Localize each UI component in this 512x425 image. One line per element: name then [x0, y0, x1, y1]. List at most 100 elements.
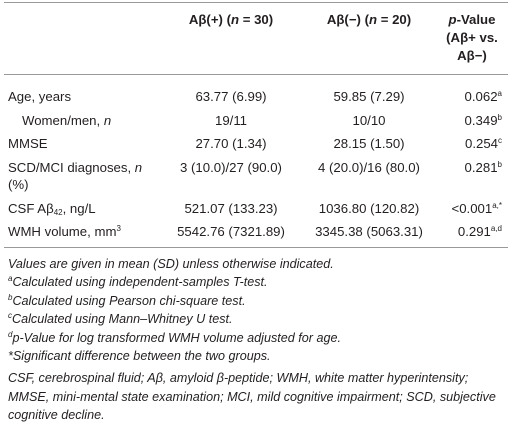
- italic-text: n: [134, 159, 143, 175]
- text: 0.281: [464, 159, 498, 175]
- superscript: b: [497, 112, 502, 122]
- text: CSF, cerebrospinal fluid; Aβ, amyloid β-…: [8, 371, 496, 423]
- row-label: WMH volume, mm3: [4, 220, 162, 247]
- header-row: Aβ(+) (n = 30) Aβ(−) (n = 20) p-Value (Aβ+ …: [4, 3, 508, 75]
- table-row: CSF Aβ42, ng/L 521.07 (133.23) 1036.80 (12…: [4, 197, 508, 221]
- header-line: (Aβ+ vs. Aβ−): [442, 29, 502, 65]
- table-cell: 0.349b: [438, 109, 508, 133]
- table-cell: 0.291a,d: [438, 220, 508, 247]
- footnote: dp-Value for log transformed WMH volume …: [8, 329, 504, 348]
- superscript: c: [8, 311, 12, 321]
- text: MMSE: [8, 136, 48, 151]
- footnote: bCalculated using Pearson chi-square tes…: [8, 292, 504, 311]
- text: 19/11: [214, 112, 248, 128]
- text: Calculated using Mann–Whitney U test.: [12, 312, 233, 327]
- table-row: Age, years 63.77 (6.99) 59.85 (7.29) 0.062a: [4, 75, 508, 109]
- text: 0.062: [464, 89, 498, 104]
- table-row: WMH volume, mm3 5542.76 (7321.89) 3345.38 …: [4, 220, 508, 247]
- table-header: Aβ(+) (n = 30) Aβ(−) (n = 20) p-Value (Aβ+ …: [4, 3, 508, 75]
- table-cell: <0.001a,*: [438, 197, 508, 221]
- text: (Aβ+ vs. Aβ−): [446, 30, 498, 63]
- superscript: a: [497, 89, 502, 98]
- footnote: CSF, cerebrospinal fluid; Aβ, amyloid β-…: [8, 369, 504, 425]
- text: Aβ(−) (: [326, 12, 369, 27]
- footnotes: Values are given in mean (SD) unless oth…: [8, 255, 504, 425]
- table-cell: 63.77 (6.99): [162, 75, 300, 109]
- text: Calculated using independent-samples T-t…: [12, 275, 268, 290]
- table-cell: 59.85 (7.29): [300, 75, 438, 109]
- text: (%): [8, 177, 29, 192]
- table-cell: 19/11: [162, 109, 300, 133]
- superscript: d: [8, 329, 13, 339]
- text: SCD/MCI diagnoses,: [8, 159, 135, 175]
- text: 0.349: [464, 112, 498, 128]
- row-label: MMSE: [4, 132, 162, 156]
- table-row: Women/men, n 19/11 10/10 0.349b: [4, 109, 508, 133]
- table-cell: 4 (20.0)/16 (80.0): [300, 156, 438, 197]
- row-label: Women/men, n: [4, 109, 162, 133]
- table-cell: 3345.38 (5063.31): [300, 220, 438, 247]
- text: -Value: [456, 12, 496, 27]
- row-label: Age, years: [4, 75, 162, 109]
- table-cell: 5542.76 (7321.89): [162, 220, 300, 247]
- superscript: a: [8, 274, 13, 284]
- text: p-Value for log transformed WMH volume a…: [12, 330, 341, 345]
- table-row: SCD/MCI diagnoses, n (%) 3 (10.0)/27 (90.…: [4, 156, 508, 197]
- text: 59.85 (7.29): [333, 89, 405, 104]
- footnote: aCalculated using independent-samples T-…: [8, 273, 504, 292]
- text: 1036.80 (120.82): [318, 200, 420, 216]
- superscript: b: [497, 159, 502, 169]
- table-cell: 0.254c: [438, 132, 508, 156]
- text: CSF Aβ: [8, 200, 54, 216]
- table-cell: 521.07 (133.23): [162, 197, 300, 221]
- table-cell: 27.70 (1.34): [162, 132, 300, 156]
- italic-text: n: [230, 12, 240, 27]
- italic-text: p: [448, 12, 457, 27]
- text: <0.001: [451, 200, 493, 216]
- header-cell: [4, 3, 162, 75]
- text: 0.291: [457, 224, 491, 239]
- text: 28.15 (1.50): [333, 136, 405, 151]
- text: 63.77 (6.99): [195, 89, 267, 104]
- superscript: b: [8, 292, 13, 302]
- header-cell: Aβ(−) (n = 20): [300, 3, 438, 75]
- text: 3 (10.0)/27 (90.0): [180, 159, 282, 175]
- row-label: SCD/MCI diagnoses, n (%): [4, 156, 162, 197]
- superscript: a,d: [490, 224, 502, 233]
- text: = 20): [377, 12, 412, 27]
- data-table: Aβ(+) (n = 30) Aβ(−) (n = 20) p-Value (Aβ+ …: [4, 2, 508, 248]
- footnote: cCalculated using Mann–Whitney U test.: [8, 310, 504, 329]
- text: 10/10: [352, 112, 386, 128]
- footnote: Values are given in mean (SD) unless oth…: [8, 255, 504, 274]
- row-label: CSF Aβ42, ng/L: [4, 197, 162, 221]
- text: = 30): [239, 12, 274, 27]
- header-cell: Aβ(+) (n = 30): [162, 3, 300, 75]
- text: Age, years: [8, 89, 72, 104]
- text: 4 (20.0)/16 (80.0): [318, 159, 420, 175]
- text: Women/men,: [22, 112, 104, 128]
- footnote: *Significant difference between the two …: [8, 347, 504, 366]
- text: , ng/L: [62, 200, 96, 216]
- table-cell: 28.15 (1.50): [300, 132, 438, 156]
- text: Aβ(+) (: [188, 12, 231, 27]
- text: Values are given in mean (SD) unless oth…: [8, 256, 334, 271]
- text: 521.07 (133.23): [184, 200, 278, 216]
- table-row: MMSE 27.70 (1.34) 28.15 (1.50) 0.254c: [4, 132, 508, 156]
- superscript: 3: [116, 224, 121, 233]
- header-line: p-Value: [442, 11, 502, 29]
- superscript: c: [498, 136, 502, 145]
- table-body: Age, years 63.77 (6.99) 59.85 (7.29) 0.062a…: [4, 75, 508, 248]
- text: *Significant difference between the two …: [8, 349, 271, 364]
- italic-text: n: [368, 12, 378, 27]
- text: 27.70 (1.34): [195, 136, 267, 151]
- text: WMH volume, mm: [8, 224, 117, 239]
- italic-text: n: [103, 112, 112, 128]
- subscript: 42: [53, 207, 63, 217]
- table-cell: 3 (10.0)/27 (90.0): [162, 156, 300, 197]
- text: 3345.38 (5063.31): [315, 224, 423, 239]
- superscript: a,*: [492, 200, 502, 210]
- table-cell: 10/10: [300, 109, 438, 133]
- text: 5542.76 (7321.89): [177, 224, 285, 239]
- header-cell: p-Value (Aβ+ vs. Aβ−): [438, 3, 508, 75]
